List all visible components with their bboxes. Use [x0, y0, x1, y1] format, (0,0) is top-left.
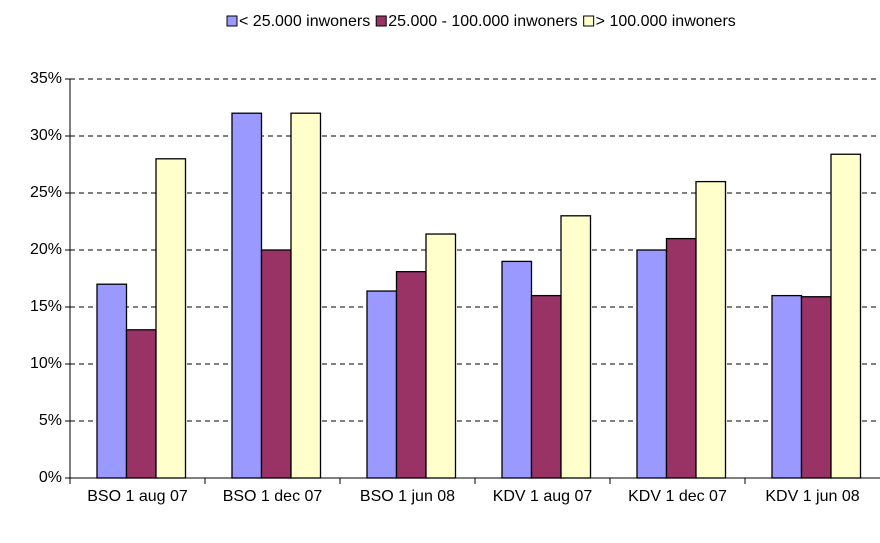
legend-swatch: [226, 15, 238, 27]
legend-label: < 25.000 inwoners: [239, 13, 370, 30]
y-tick-label: 25%: [30, 184, 62, 201]
y-tick-label: 30%: [30, 127, 62, 144]
bar: [425, 233, 457, 479]
bar: [501, 260, 533, 479]
legend-label: > 100.000 inwoners: [596, 13, 736, 30]
x-tick-label: BSO 1 aug 07: [87, 488, 188, 505]
bar: [290, 112, 322, 479]
bar: [395, 271, 427, 479]
bar: [665, 237, 697, 479]
x-tick-label: BSO 1 dec 07: [222, 488, 323, 505]
bar: [560, 215, 592, 479]
bar: [155, 158, 187, 479]
legend-label: 25.000 - 100.000 inwoners: [388, 13, 577, 30]
x-tick-label: BSO 1 jun 08: [359, 488, 456, 505]
bar: [366, 290, 398, 479]
bar: [260, 249, 292, 479]
bar: [695, 180, 727, 479]
legend-swatch: [583, 15, 595, 27]
y-tick-label: 0%: [39, 469, 62, 486]
bar: [830, 153, 862, 479]
bar: [800, 296, 832, 479]
bar: [771, 294, 803, 479]
y-tick-label: 20%: [30, 241, 62, 258]
bar: [636, 249, 668, 479]
bar: [125, 329, 157, 479]
y-tick-label: 15%: [30, 298, 62, 315]
bar: [530, 294, 562, 479]
bar: [96, 283, 128, 479]
x-tick-label: KDV 1 dec 07: [628, 488, 727, 505]
legend-swatch: [375, 15, 387, 27]
y-tick-label: 10%: [30, 355, 62, 372]
y-tick-label: 5%: [39, 412, 62, 429]
x-tick-label: KDV 1 aug 07: [492, 488, 593, 505]
y-tick-label: 35%: [30, 70, 62, 87]
x-tick-label: KDV 1 jun 08: [765, 488, 860, 505]
bar: [231, 112, 263, 479]
